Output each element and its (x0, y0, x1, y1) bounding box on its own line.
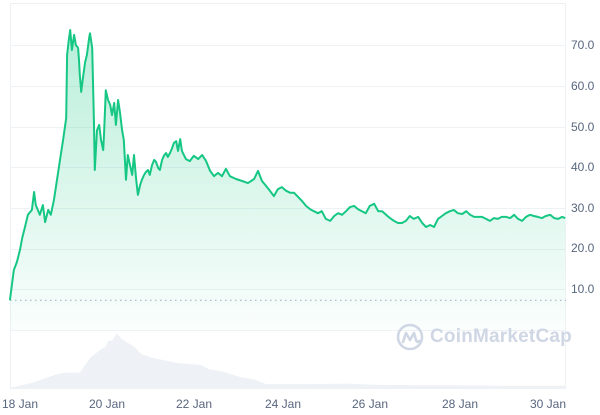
volume-area (9, 333, 566, 388)
x-tick-label: 18 Jan (1, 397, 39, 411)
coinmarketcap-logo-icon (396, 323, 424, 351)
coinmarketcap-watermark: CoinMarketCap (396, 322, 572, 352)
x-tick-label: 22 Jan (175, 397, 213, 411)
y-tick-label: 30.0 (571, 201, 595, 215)
watermark-text: CoinMarketCap (430, 326, 572, 347)
y-tick-label: 20.0 (571, 241, 595, 255)
y-tick-label: 40.0 (571, 160, 595, 174)
y-tick-label: 10.0 (571, 282, 595, 296)
price-line (8, 29, 566, 301)
y-tick-label: 70.0 (571, 38, 595, 52)
x-tick-label: 26 Jan (351, 397, 389, 411)
x-tick-label: 30 Jan (529, 397, 567, 411)
x-tick-label: 28 Jan (441, 397, 479, 411)
x-tick-label: 24 Jan (264, 397, 302, 411)
y-tick-label: 50.0 (571, 120, 595, 134)
x-tick-label: 20 Jan (88, 397, 126, 411)
chart-frame (10, 3, 566, 389)
price-area-fill (9, 30, 566, 330)
y-tick-label: 60.0 (571, 79, 595, 93)
